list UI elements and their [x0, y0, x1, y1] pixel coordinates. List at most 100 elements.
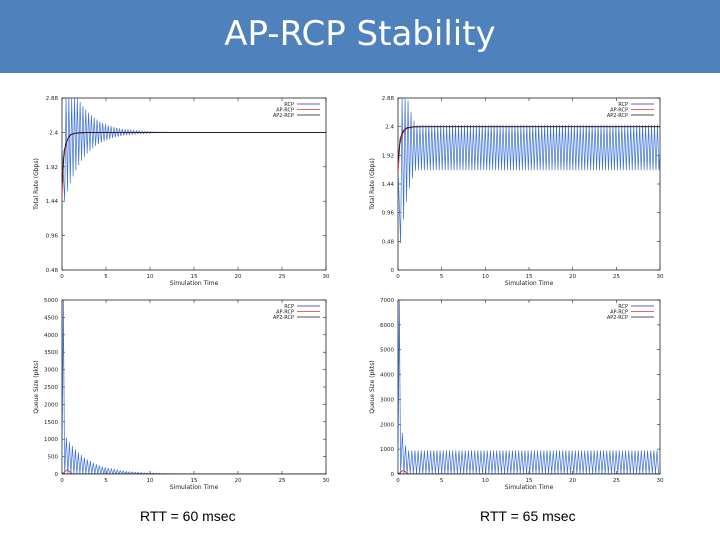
x-tick-label: 10: [147, 274, 154, 280]
y-tick-label: 1500: [44, 420, 58, 426]
y-tick-label: 0: [55, 472, 59, 478]
y-tick-label: 5000: [380, 348, 394, 354]
x-tick-label: 30: [657, 274, 664, 280]
y-tick-label: 0.48: [382, 239, 395, 245]
caption-right: RTT = 65 msec: [480, 508, 576, 524]
chart-rate-60: 0.48 0.96 1.44 1.92 2.4 2.88 0 5 10 15 20 25 30 Simul…: [33, 96, 330, 287]
x-tick-label: 15: [526, 478, 533, 484]
x-tick-label: 5: [104, 478, 108, 484]
y-axis-label: Total Rate (Gbps): [33, 158, 40, 211]
x-tick-label: 10: [482, 478, 489, 484]
y-tick-label: 3500: [44, 350, 58, 356]
x-tick-label: 30: [323, 274, 330, 280]
y-tick-label: 4000: [44, 333, 58, 339]
plot-frame: [61, 97, 327, 271]
x-tick-label: 5: [440, 274, 444, 280]
legend-label: AP2-RCP: [607, 113, 628, 119]
plot-frame: [61, 299, 327, 475]
y-tick-label: 3000: [380, 397, 394, 403]
y-tick-label: 0.96: [46, 234, 59, 240]
x-tick-label: 30: [657, 478, 664, 484]
x-tick-label: 15: [526, 274, 533, 280]
x-axis-label: Simulation Time: [170, 484, 219, 491]
x-tick-label: 25: [613, 478, 620, 484]
x-tick-label: 20: [569, 274, 576, 280]
y-tick-label: 4500: [44, 315, 58, 321]
chart-rate-65: 0 0.48 0.96 1.44 1.92 2.4 2.88 0 5 10 15 20 25 30 Simu…: [369, 96, 664, 287]
x-tick-label: 5: [440, 478, 444, 484]
y-tick-label: 5000: [44, 298, 58, 304]
x-tick-label: 20: [235, 478, 242, 484]
y-axis-label: Queue Size (pkts): [33, 360, 40, 413]
y-axis-label: Queue Size (pkts): [369, 360, 376, 413]
plot-frame: [397, 97, 661, 271]
x-tick-label: 15: [191, 274, 198, 280]
y-tick-label: 1.92: [382, 153, 394, 159]
y-tick-label: 0: [391, 268, 395, 274]
legend-label: AP-RCP: [276, 107, 294, 113]
series-line-ap-rcp: [398, 469, 660, 474]
y-tick-label: 1.44: [46, 199, 59, 205]
legend-label: AP2-RCP: [273, 113, 294, 119]
x-tick-label: 25: [613, 274, 620, 280]
figure-panel: 0.48 0.96 1.44 1.92 2.4 2.88 0 5 10 15 20 25 30 Simul…: [30, 94, 670, 494]
legend-label: AP-RCP: [610, 309, 628, 315]
y-tick-label: 1000: [44, 437, 58, 443]
y-tick-label: 4000: [380, 373, 394, 379]
slide-title: AP-RCP Stability: [224, 14, 496, 54]
x-tick-label: 10: [482, 274, 489, 280]
chart-queue-65: 0 1000 2000 3000 4000 5000 6000 7000 0 5 10 15 20 25 3…: [369, 298, 664, 491]
x-axis-label: Simulation Time: [505, 280, 554, 287]
series-line-rcp: [62, 300, 326, 474]
legend-label: AP-RCP: [610, 107, 628, 113]
y-tick-label: 2.88: [46, 96, 59, 102]
legend-label: RCP: [618, 102, 628, 108]
x-tick-label: 0: [396, 274, 400, 280]
y-tick-label: 2.4: [49, 130, 58, 136]
chart-queue-60: 0 500 1000 1500 2000 2500 3000 3500 4000 4500 5000…: [33, 298, 330, 491]
series-line-ap2-rcp: [62, 131, 326, 183]
x-tick-label: 5: [104, 274, 108, 280]
y-tick-label: 500: [48, 455, 59, 461]
y-axis-label: Total Rate (Gbps): [369, 158, 376, 211]
x-tick-label: 0: [60, 274, 64, 280]
legend-label: AP-RCP: [276, 309, 294, 315]
y-tick-label: 2500: [44, 385, 58, 391]
x-axis-label: Simulation Time: [170, 280, 219, 287]
y-tick-label: 6000: [380, 323, 394, 329]
x-tick-label: 20: [235, 274, 242, 280]
y-tick-label: 3000: [44, 368, 58, 374]
x-tick-label: 30: [323, 478, 330, 484]
x-tick-label: 15: [191, 478, 198, 484]
legend-label: AP2-RCP: [607, 315, 628, 321]
y-tick-label: 7000: [380, 298, 394, 304]
x-tick-label: 25: [279, 274, 286, 280]
x-tick-label: 0: [60, 478, 64, 484]
series-line-ap2-rcp: [398, 126, 660, 163]
x-axis-label: Simulation Time: [505, 484, 554, 491]
x-tick-label: 25: [279, 478, 286, 484]
legend-label: RCP: [618, 304, 628, 310]
legend-label: AP2-RCP: [273, 315, 294, 321]
legend-label: RCP: [284, 304, 294, 310]
y-tick-label: 1.44: [382, 182, 395, 188]
plot-frame: [397, 299, 661, 475]
legend-label: RCP: [284, 102, 294, 108]
x-tick-label: 0: [396, 478, 400, 484]
x-tick-label: 20: [569, 478, 576, 484]
plots-svg: 0.48 0.96 1.44 1.92 2.4 2.88 0 5 10 15 20 25 30 Simul…: [33, 96, 664, 491]
y-tick-label: 2.88: [382, 96, 395, 102]
series-line-ap-rcp: [62, 469, 326, 474]
y-tick-label: 2.4: [385, 125, 394, 131]
x-tick-label: 10: [147, 478, 154, 484]
caption-left: RTT = 60 msec: [140, 508, 236, 524]
title-bar: AP-RCP Stability: [0, 0, 720, 73]
y-tick-label: 2000: [44, 402, 58, 408]
series-line-rcp: [398, 98, 660, 244]
y-tick-label: 2000: [380, 422, 394, 428]
y-tick-label: 1.92: [46, 165, 58, 171]
y-tick-label: 0.48: [46, 268, 59, 274]
y-tick-label: 1000: [380, 447, 394, 453]
y-tick-label: 0.96: [382, 211, 395, 217]
y-tick-label: 0: [391, 472, 395, 478]
